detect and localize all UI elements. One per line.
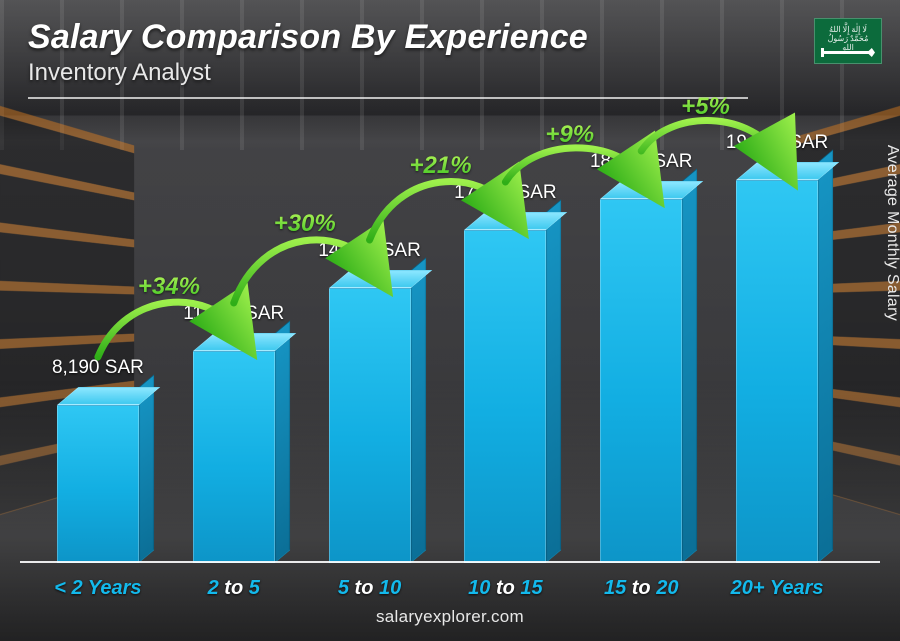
x-category-label: 15 to 20: [604, 577, 679, 600]
bar: [464, 230, 546, 563]
country-flag-saudi-arabia: لَا إِلٰهَ إِلَّا اللهُ مُحَمَّدٌ رَسُول…: [814, 18, 882, 64]
bar-side: [818, 149, 833, 563]
bar-front: [464, 230, 546, 563]
bar: [600, 199, 682, 563]
bar-front: [193, 351, 275, 563]
bar-slot: 19,900 SAR20+ Years: [709, 120, 845, 563]
bar-value-label: 8,190 SAR: [52, 357, 144, 379]
chart-title: Salary Comparison By Experience: [28, 18, 748, 57]
bar: [736, 180, 818, 563]
x-category-label: 2 to 5: [208, 577, 260, 600]
chart-subtitle: Inventory Analyst: [28, 59, 748, 87]
bar-front: [600, 199, 682, 563]
bar-side: [546, 199, 561, 563]
bar-value-label: 19,900 SAR: [726, 132, 828, 154]
bar-slot: 18,900 SAR15 to 20: [573, 120, 709, 563]
bar: [193, 351, 275, 563]
bar: [329, 288, 411, 563]
bar-slot: 14,300 SAR5 to 10: [302, 120, 438, 563]
infographic-stage: Salary Comparison By Experience Inventor…: [0, 0, 900, 641]
bar-side: [275, 320, 290, 563]
bar: [57, 405, 139, 563]
footer-source: salaryexplorer.com: [0, 607, 900, 627]
flag-sword-hilt: [821, 48, 824, 57]
x-category-label: 10 to 15: [468, 577, 543, 600]
x-category-label: 5 to 10: [338, 577, 401, 600]
y-axis-label: Average Monthly Salary: [883, 144, 900, 320]
flag-script: لَا إِلٰهَ إِلَّا اللهُ مُحَمَّدٌ رَسُول…: [821, 25, 875, 52]
x-category-label: < 2 Years: [54, 577, 141, 600]
x-category-label: 20+ Years: [731, 577, 824, 600]
bar-front: [57, 405, 139, 563]
bars-container: 8,190 SAR< 2 Years11,000 SAR2 to 514,300…: [30, 120, 845, 563]
bar-value-label: 11,000 SAR: [183, 303, 284, 325]
bar-slot: 17,300 SAR10 to 15: [437, 120, 573, 563]
bar-front: [329, 288, 411, 563]
x-axis-baseline: [20, 561, 880, 563]
title-rule: [28, 97, 748, 99]
bar-side: [411, 257, 426, 563]
bar-value-label: 14,300 SAR: [318, 240, 420, 262]
bar-slot: 11,000 SAR2 to 5: [166, 120, 302, 563]
bar-value-label: 17,300 SAR: [454, 182, 556, 204]
bar-value-label: 18,900 SAR: [590, 151, 692, 173]
bar-front: [736, 180, 818, 563]
title-block: Salary Comparison By Experience Inventor…: [28, 18, 748, 99]
bar-slot: 8,190 SAR< 2 Years: [30, 120, 166, 563]
bar-side: [682, 168, 697, 563]
flag-sword-icon: [823, 51, 873, 54]
bar-chart: 8,190 SAR< 2 Years11,000 SAR2 to 514,300…: [30, 120, 845, 563]
